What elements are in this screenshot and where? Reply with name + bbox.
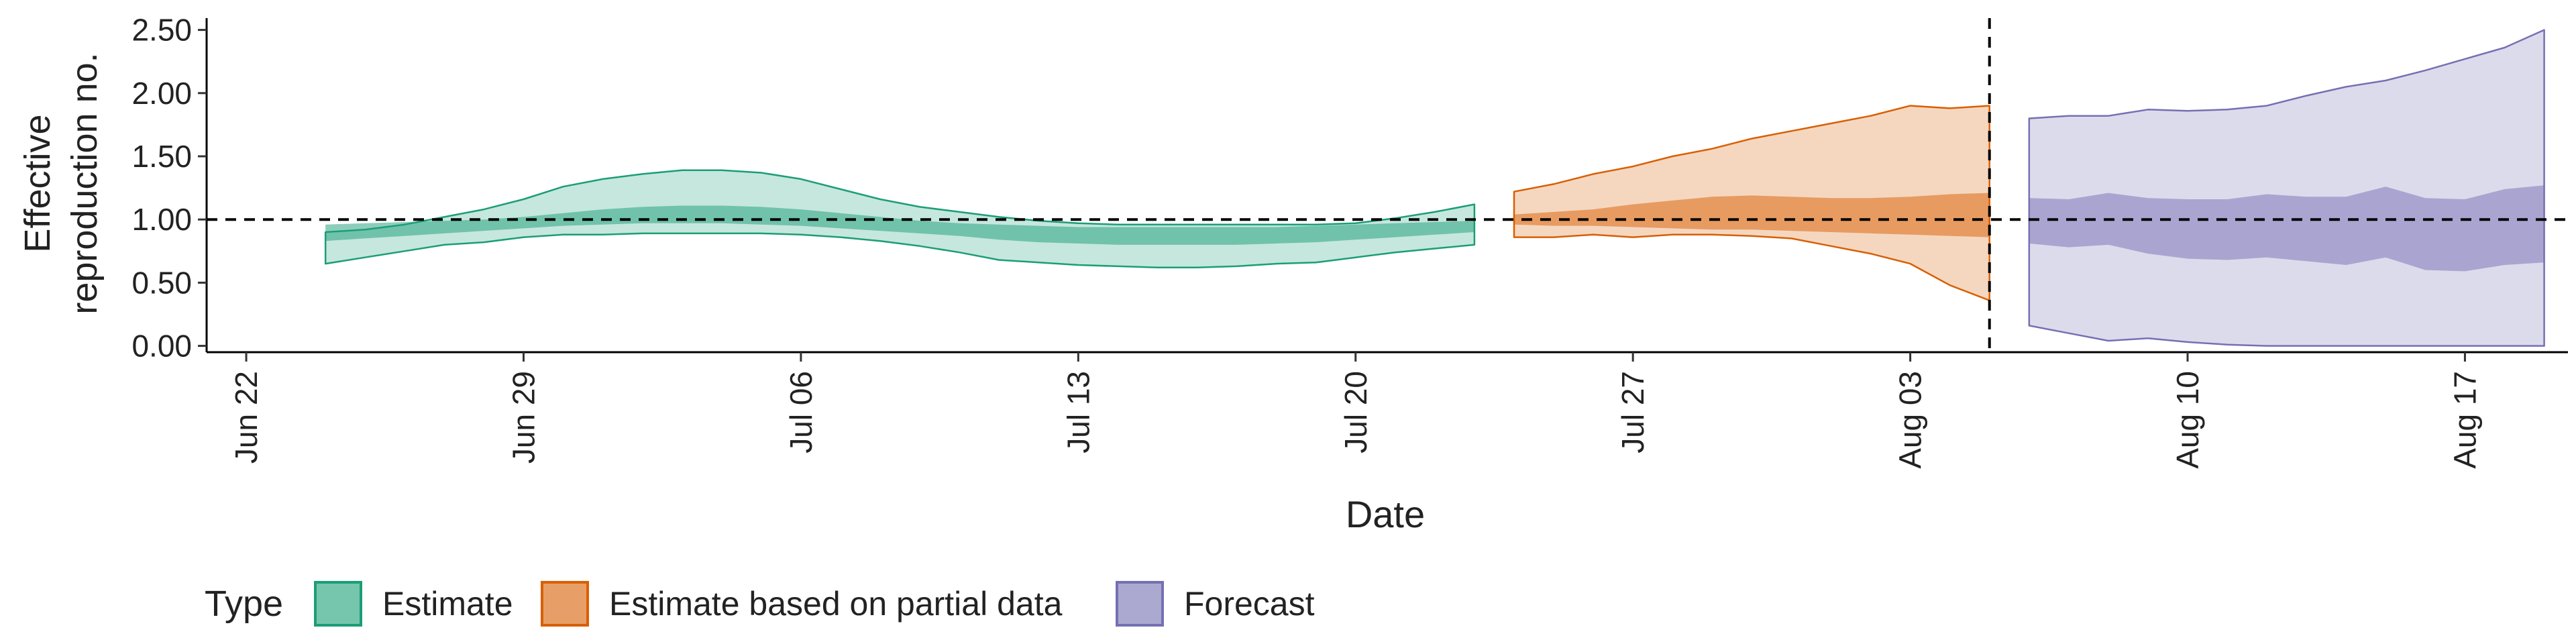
- y-axis-title-line: Effective: [17, 114, 58, 252]
- legend-swatch: [314, 581, 362, 627]
- y-tick-label: 0.00: [131, 329, 192, 364]
- x-tick-label: Jun 22: [229, 371, 264, 464]
- legend-item-estimate-based-on-partial-data: Estimate based on partial data: [541, 581, 1063, 627]
- y-axis-title-line: reproduction no.: [64, 52, 105, 314]
- x-tick-label: Jul 20: [1338, 371, 1373, 453]
- y-tick-label: 2.00: [131, 76, 192, 111]
- y-tick-label: 0.50: [131, 265, 192, 300]
- band-50-estimate: [325, 205, 1474, 245]
- x-axis-title: Date: [1346, 493, 1425, 535]
- series-forecast: [2028, 29, 2545, 347]
- legend-swatch: [1116, 581, 1164, 627]
- y-tick-label: 2.50: [131, 13, 192, 48]
- x-tick-label: Aug 17: [2447, 371, 2482, 469]
- y-axis-title: Effective reproduction no.: [17, 52, 105, 314]
- series-estimate: [324, 169, 1476, 269]
- y-tick-label: 1.50: [131, 139, 192, 174]
- x-tick-label: Jul 13: [1061, 371, 1095, 453]
- x-tick-label: Jun 29: [506, 371, 541, 464]
- legend-label: Estimate: [382, 585, 513, 623]
- legend-label: Estimate based on partial data: [609, 585, 1063, 623]
- x-tick-label: Jul 27: [1615, 371, 1650, 453]
- band-layer: [324, 29, 2545, 347]
- y-tick-label: 1.00: [131, 202, 192, 237]
- x-tick-label: Jul 06: [784, 371, 818, 453]
- band-50-forecast: [2029, 185, 2544, 272]
- x-tick-label: Aug 03: [1893, 371, 1928, 469]
- legend-title: Type: [205, 584, 283, 624]
- band-50-estimate-based-on-partial-data: [1514, 193, 1990, 237]
- legend-item-estimate: Estimate: [314, 581, 513, 627]
- legend-label: Forecast: [1184, 585, 1315, 623]
- x-tick-label: Aug 10: [2170, 371, 2205, 469]
- band-90-forecast: [2028, 29, 2545, 347]
- series-estimate-based-on-partial-data: [1513, 105, 1990, 302]
- axes: 0.00 0.50 1.00 1.50 2.00 2.50 Jun 22 Jun 29 Jul …: [131, 13, 2568, 469]
- legend-swatch: [541, 581, 589, 627]
- legend-item-forecast: Forecast: [1116, 581, 1315, 627]
- legend: Type Estimate Estimate based on partial da…: [205, 581, 1315, 627]
